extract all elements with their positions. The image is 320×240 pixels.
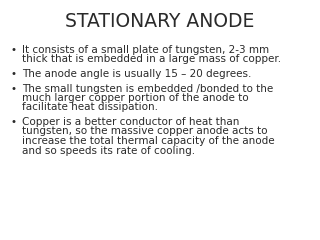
Text: Copper is a better conductor of heat than: Copper is a better conductor of heat tha… xyxy=(22,117,239,127)
Text: •: • xyxy=(10,117,16,127)
Text: •: • xyxy=(10,69,16,79)
Text: facilitate heat dissipation.: facilitate heat dissipation. xyxy=(22,102,158,113)
Text: increase the total thermal capacity of the anode: increase the total thermal capacity of t… xyxy=(22,136,275,146)
Text: •: • xyxy=(10,84,16,94)
Text: tungsten, so the massive copper anode acts to: tungsten, so the massive copper anode ac… xyxy=(22,126,268,137)
Text: •: • xyxy=(10,45,16,55)
Text: The anode angle is usually 15 – 20 degrees.: The anode angle is usually 15 – 20 degre… xyxy=(22,69,252,79)
Text: The small tungsten is embedded /bonded to the: The small tungsten is embedded /bonded t… xyxy=(22,84,273,94)
Text: much larger copper portion of the anode to: much larger copper portion of the anode … xyxy=(22,93,249,103)
Text: It consists of a small plate of tungsten, 2-3 mm: It consists of a small plate of tungsten… xyxy=(22,45,269,55)
Text: thick that is embedded in a large mass of copper.: thick that is embedded in a large mass o… xyxy=(22,54,281,65)
Text: and so speeds its rate of cooling.: and so speeds its rate of cooling. xyxy=(22,145,195,156)
Text: STATIONARY ANODE: STATIONARY ANODE xyxy=(65,12,255,31)
